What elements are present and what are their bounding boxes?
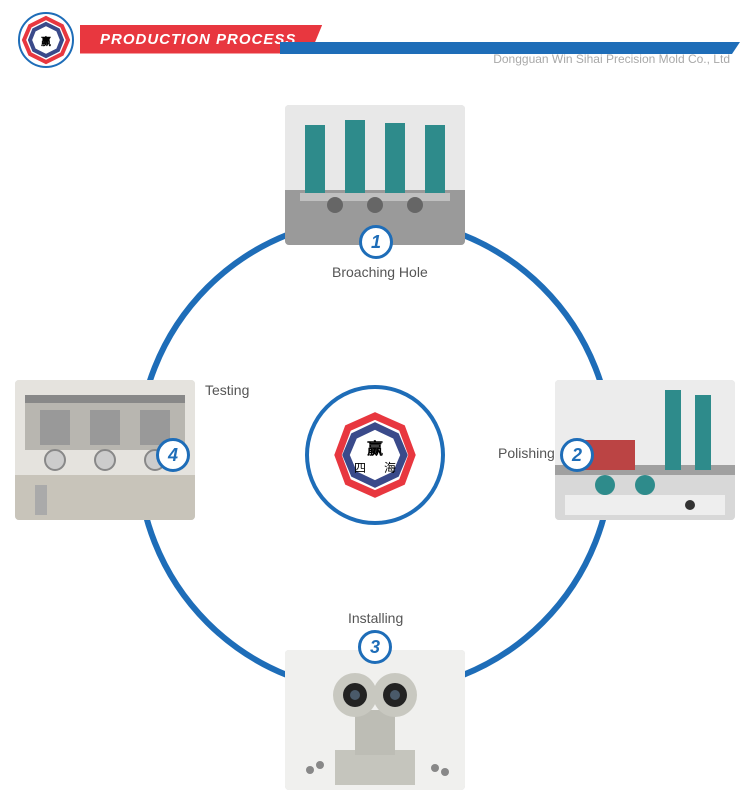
svg-text:四: 四 (354, 461, 366, 475)
svg-text:海: 海 (384, 460, 396, 475)
step-3-label: Installing (348, 610, 403, 626)
step-1-label: Broaching Hole (332, 264, 428, 280)
step-1-number: 1 (359, 225, 393, 259)
step-1-image (285, 105, 465, 245)
step-3-image (285, 650, 465, 790)
svg-text:赢: 赢 (367, 439, 383, 458)
step-4-number: 4 (156, 438, 190, 472)
step-4-label: Testing (205, 382, 249, 398)
header: 赢 PRODUCTION PROCESS Dongguan Win Sihai … (0, 10, 750, 70)
step-2-number: 2 (560, 438, 594, 472)
company-name: Dongguan Win Sihai Precision Mold Co., L… (493, 52, 730, 66)
company-logo-icon: 赢 (16, 10, 76, 70)
step-3-number: 3 (358, 630, 392, 664)
step-2-label: Polishing (498, 445, 555, 461)
svg-text:赢: 赢 (41, 35, 51, 48)
center-logo-icon: 赢 四 海 (305, 385, 445, 525)
process-diagram: 赢 四 海 1 Broaching Hole (0, 90, 750, 790)
